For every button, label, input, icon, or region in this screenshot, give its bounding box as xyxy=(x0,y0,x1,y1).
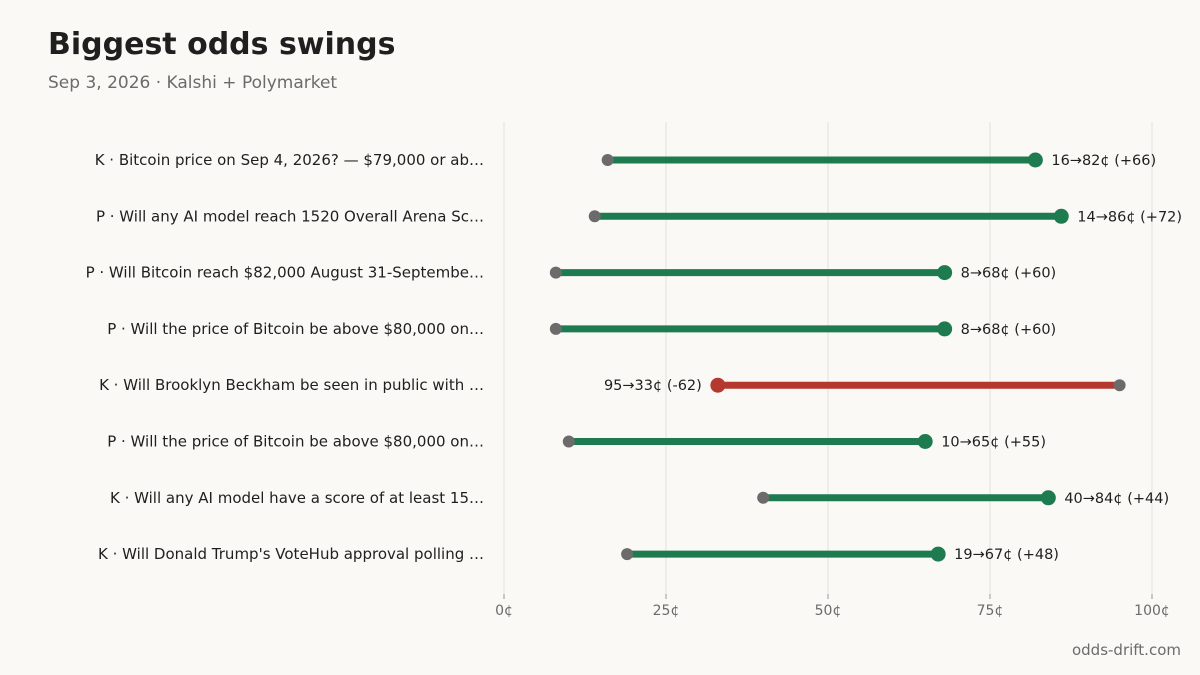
x-tick-label: 75¢ xyxy=(977,603,1004,619)
x-tick-label: 100¢ xyxy=(1134,603,1170,619)
market-label: P · Will Bitcoin reach $82,000 August 31… xyxy=(86,264,484,282)
market-label: K · Will Brooklyn Beckham be seen in pub… xyxy=(99,376,484,394)
end-dot xyxy=(1053,208,1069,224)
end-dot xyxy=(917,434,933,449)
x-tick-label: 0¢ xyxy=(495,603,513,619)
start-dot xyxy=(588,210,601,223)
market-label: K · Will any AI model have a score of at… xyxy=(110,489,484,507)
value-label: 40→84¢ (+44) xyxy=(1064,491,1169,507)
market-label: P · Will the price of Bitcoin be above $… xyxy=(107,433,484,451)
value-label: 8→68¢ (+60) xyxy=(961,322,1057,338)
end-dot xyxy=(937,321,953,337)
value-label: 14→86¢ (+72) xyxy=(1077,209,1182,225)
start-dot xyxy=(621,548,634,561)
site-credit: odds-drift.com xyxy=(1071,641,1181,659)
value-label: 19→67¢ (+48) xyxy=(954,547,1059,563)
market-label: P · Will any AI model reach 1520 Overall… xyxy=(96,207,484,225)
start-dot xyxy=(549,266,562,279)
start-dot xyxy=(1113,379,1126,392)
start-dot xyxy=(562,435,575,448)
end-dot xyxy=(930,546,946,562)
market-label: K · Bitcoin price on Sep 4, 2026? — $79,… xyxy=(95,151,484,169)
end-dot xyxy=(937,265,953,281)
value-label: 10→65¢ (+55) xyxy=(941,435,1046,451)
value-label: 8→68¢ (+60) xyxy=(961,266,1057,282)
value-label: 95→33¢ (-62) xyxy=(604,378,702,394)
market-label: K · Will Donald Trump's VoteHub approval… xyxy=(98,545,484,563)
start-dot xyxy=(757,491,770,504)
market-label: P · Will the price of Bitcoin be above $… xyxy=(107,320,484,338)
start-dot xyxy=(601,154,614,166)
end-dot xyxy=(1040,490,1056,506)
chart-title: Biggest odds swings xyxy=(48,27,396,62)
value-label: 16→82¢ (+66) xyxy=(1051,153,1156,169)
x-tick-label: 25¢ xyxy=(653,603,680,619)
start-dot xyxy=(549,322,562,335)
end-dot xyxy=(710,377,726,393)
x-tick-label: 50¢ xyxy=(815,603,842,619)
chart-subtitle: Sep 3, 2026 · Kalshi + Polymarket xyxy=(48,73,338,93)
end-dot xyxy=(1027,152,1043,168)
